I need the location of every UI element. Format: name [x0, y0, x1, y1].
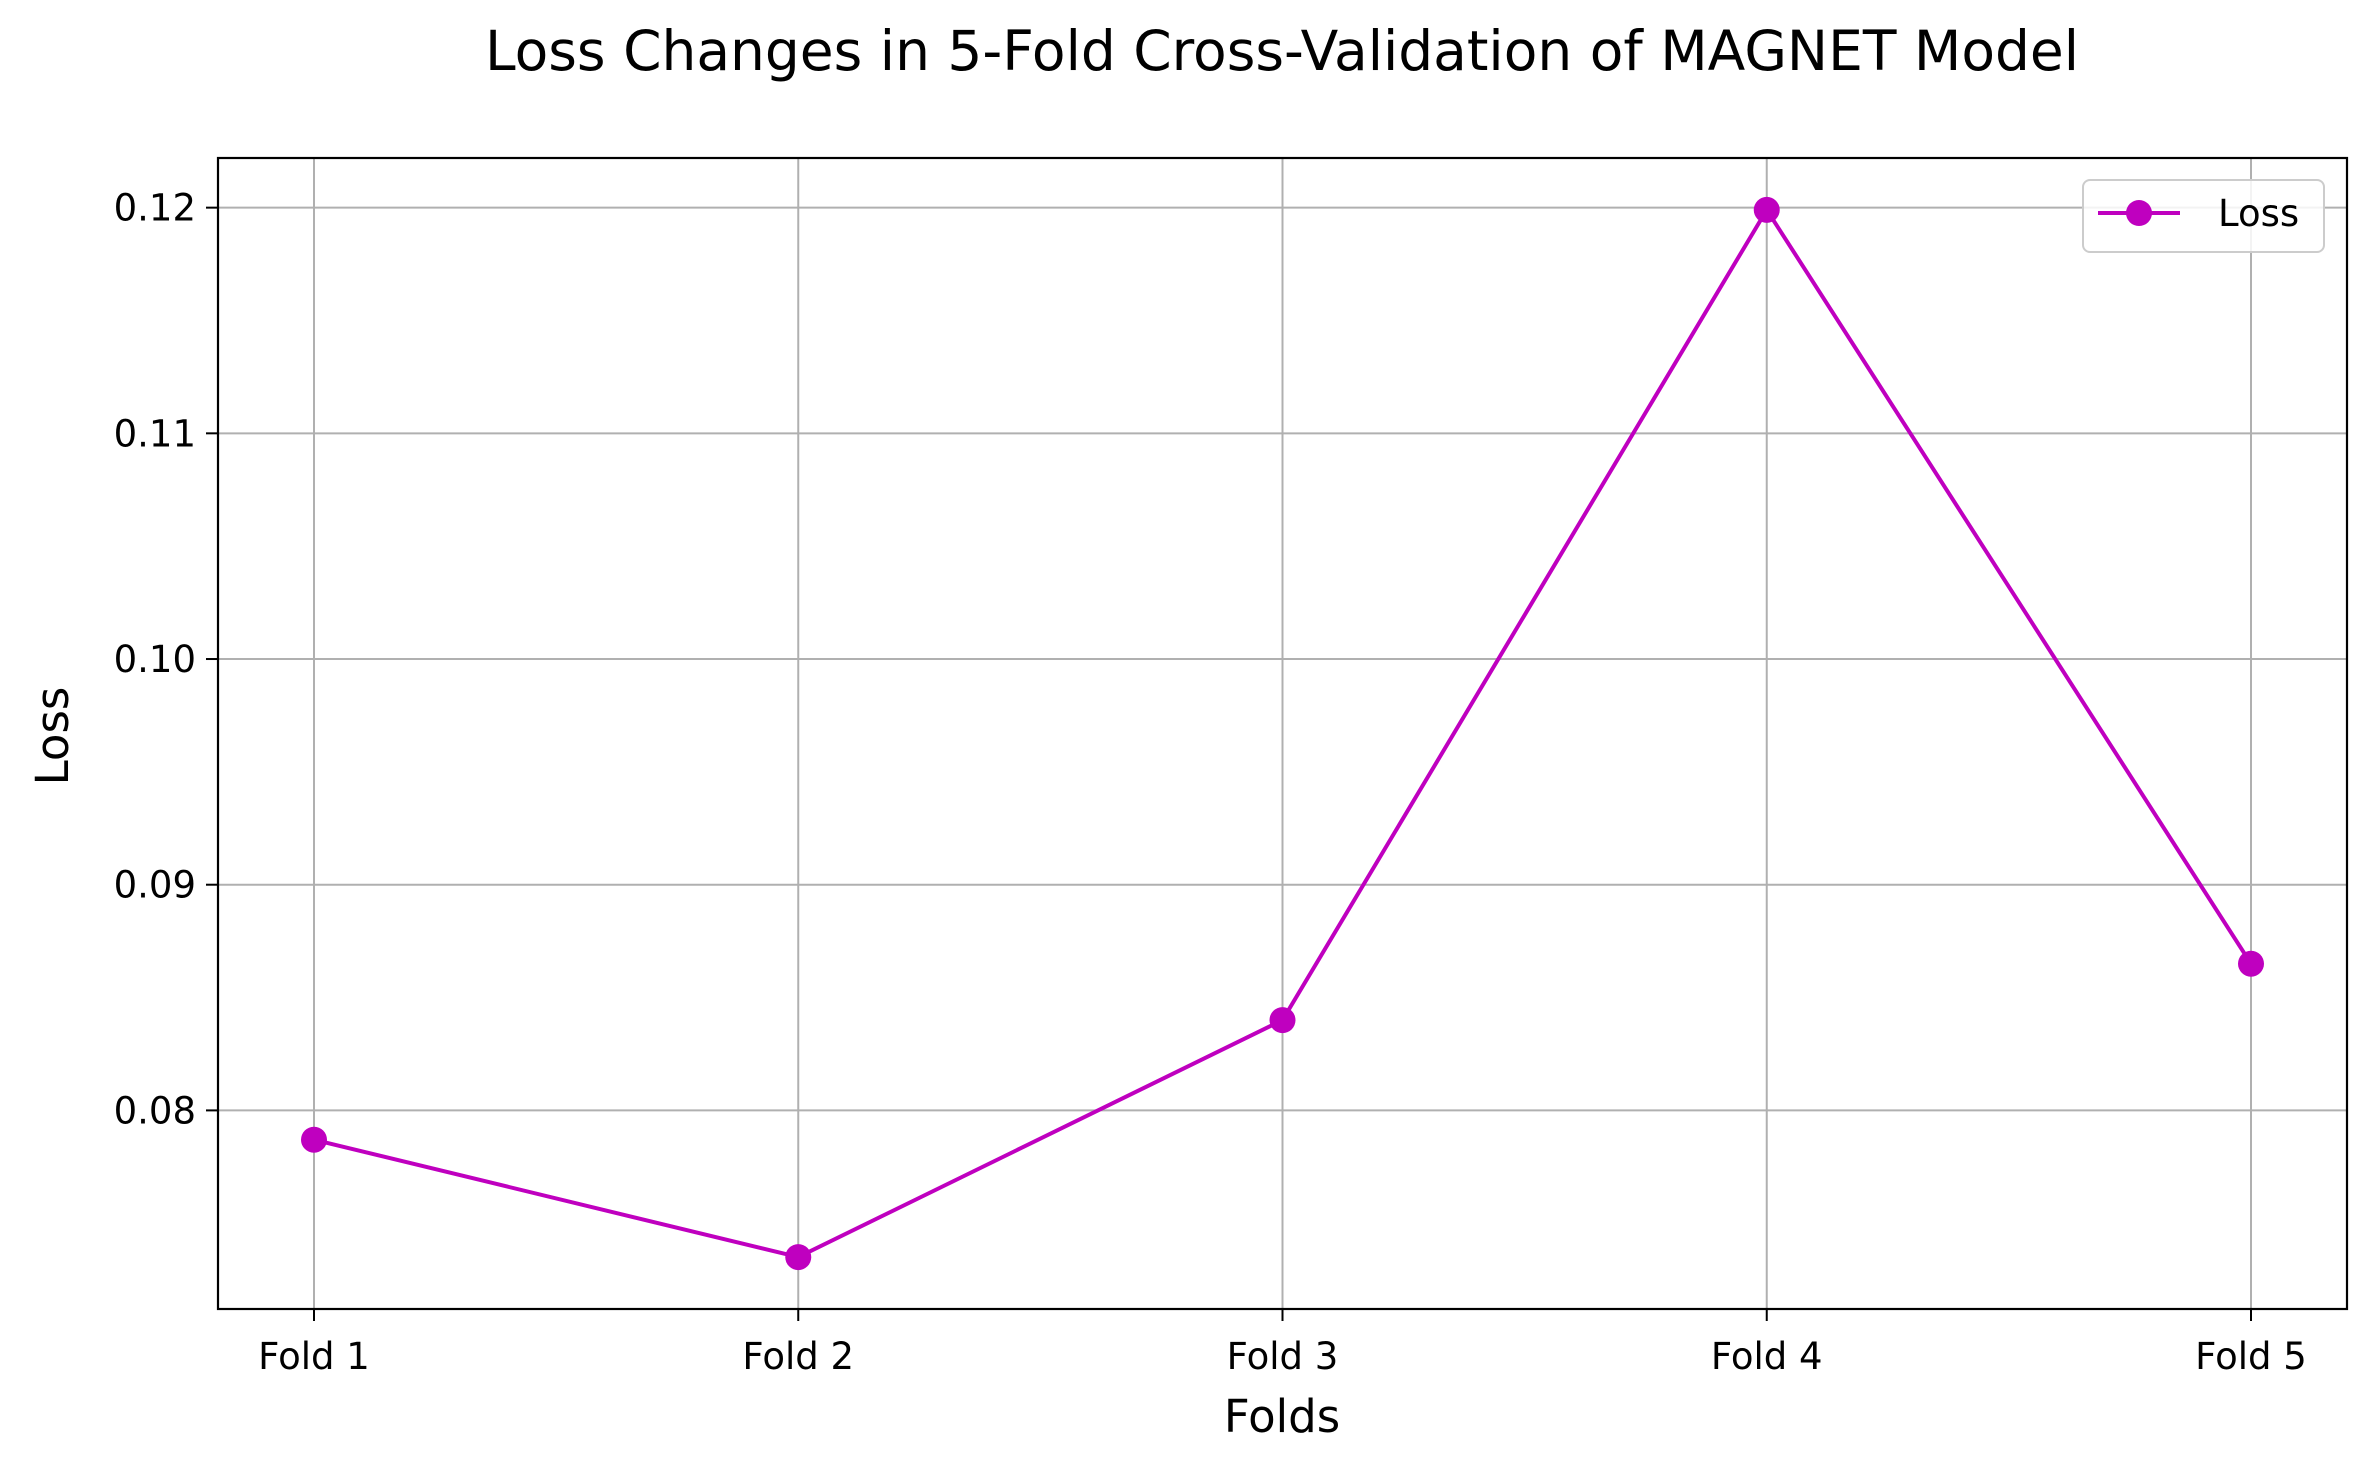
- y-tick-label: 0.11: [114, 412, 196, 455]
- x-tick-label: Fold 5: [2195, 1335, 2307, 1378]
- legend-marker: [2126, 200, 2152, 226]
- y-tick-label: 0.12: [114, 187, 196, 230]
- x-axis-label: Folds: [1224, 1390, 1340, 1443]
- data-point-loss: [301, 1126, 327, 1153]
- grid-lines: [218, 158, 2347, 1309]
- series-layer: [301, 196, 2264, 1271]
- chart-title: Loss Changes in 5-Fold Cross-Validation …: [485, 19, 2079, 83]
- legend-label-loss: Loss: [2218, 192, 2299, 235]
- y-tick-label: 0.08: [114, 1089, 196, 1132]
- data-point-loss: [1753, 196, 1780, 223]
- data-point-loss: [2238, 950, 2264, 977]
- x-tick-label: Fold 3: [1227, 1335, 1339, 1378]
- legend: Loss: [2082, 179, 2325, 253]
- data-point-loss: [1269, 1007, 1296, 1034]
- x-tick-label: Fold 2: [742, 1335, 854, 1378]
- data-point-loss: [785, 1244, 812, 1271]
- legend-box: [2082, 179, 2325, 253]
- x-tick-label: Fold 1: [258, 1335, 370, 1378]
- y-axis-label: Loss: [26, 687, 79, 786]
- tick-layer: Fold 1 Fold 2 Fold 3 Fold 4 Fold 5 0.08 0.09 0.…: [114, 187, 2307, 1378]
- y-tick-label: 0.09: [114, 864, 196, 907]
- y-tick-label: 0.10: [114, 638, 196, 681]
- x-tick-label: Fold 4: [1711, 1335, 1823, 1378]
